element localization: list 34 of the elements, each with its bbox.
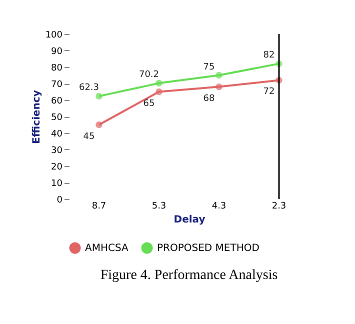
y-tick-label: 80 — [51, 64, 63, 74]
x-tick-label: 2.3 — [272, 202, 286, 212]
y-tick-label: 50 — [51, 113, 63, 123]
y-tick-label: 70 — [51, 80, 63, 90]
legend-label: PROPOSED METHOD — [157, 243, 260, 254]
data-label: 75 — [203, 62, 215, 72]
y-tick-label: 20 — [51, 162, 63, 172]
data-label: 62.3 — [78, 83, 100, 94]
legend-label: AMHCSA — [85, 243, 129, 254]
y-tick-label: 10 — [51, 179, 63, 189]
y-tick-label: 30 — [51, 146, 63, 156]
y-tick-label: 0 — [56, 196, 63, 206]
data-label: 82 — [263, 50, 275, 61]
x-tick-label: 4.3 — [212, 202, 226, 212]
point — [216, 72, 222, 79]
point — [216, 83, 222, 90]
data-label: 45 — [83, 132, 95, 142]
x-axis-title: Delay — [174, 214, 206, 226]
data-label: 70.2 — [138, 70, 160, 80]
y-tick-label: 90 — [51, 47, 63, 57]
y-tick-label: 40 — [51, 130, 63, 140]
y-axis-title: Efficiency — [31, 90, 42, 144]
y-tick-label: 60 — [51, 96, 63, 106]
point — [156, 80, 162, 87]
data-label: 68 — [203, 94, 215, 104]
y-tick-label: 100 — [45, 30, 63, 40]
point — [96, 92, 102, 100]
data-label: 65 — [143, 98, 155, 109]
x-tick-label: 5.3 — [152, 202, 166, 212]
data-label: 72 — [263, 87, 275, 98]
point — [96, 121, 102, 128]
x-tick-label: 8.7 — [92, 202, 106, 212]
point — [156, 88, 162, 96]
text: Figure 4. Performance Analysis — [100, 268, 278, 283]
